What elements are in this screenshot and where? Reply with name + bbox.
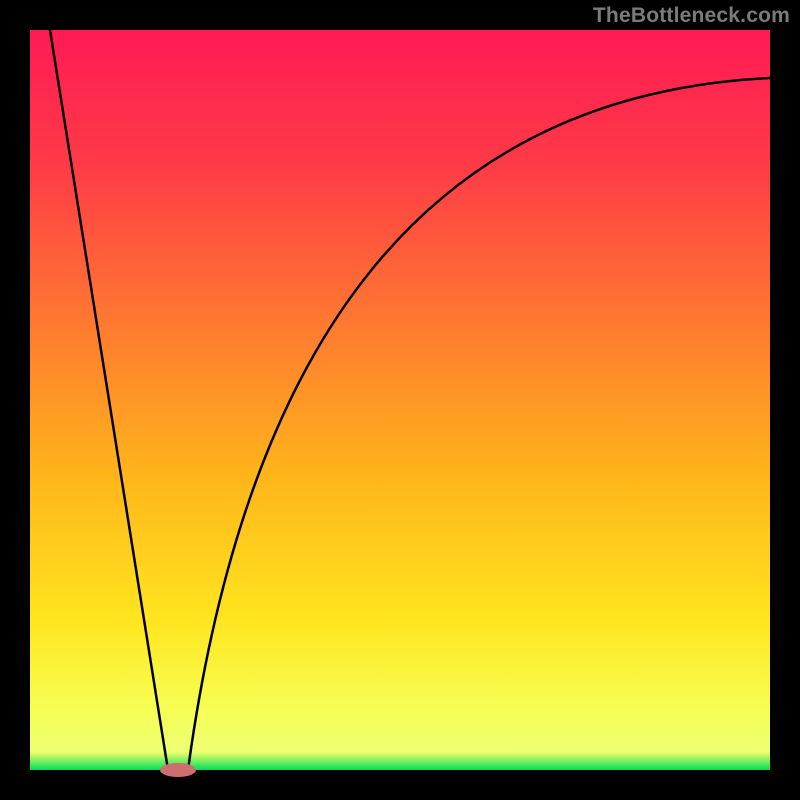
chart-container: TheBottleneck.com — [0, 0, 800, 800]
plot-background — [30, 30, 770, 770]
watermark-text: TheBottleneck.com — [593, 4, 790, 28]
optimal-marker — [160, 763, 196, 777]
bottleneck-chart — [0, 0, 800, 800]
optimal-band — [30, 752, 770, 770]
